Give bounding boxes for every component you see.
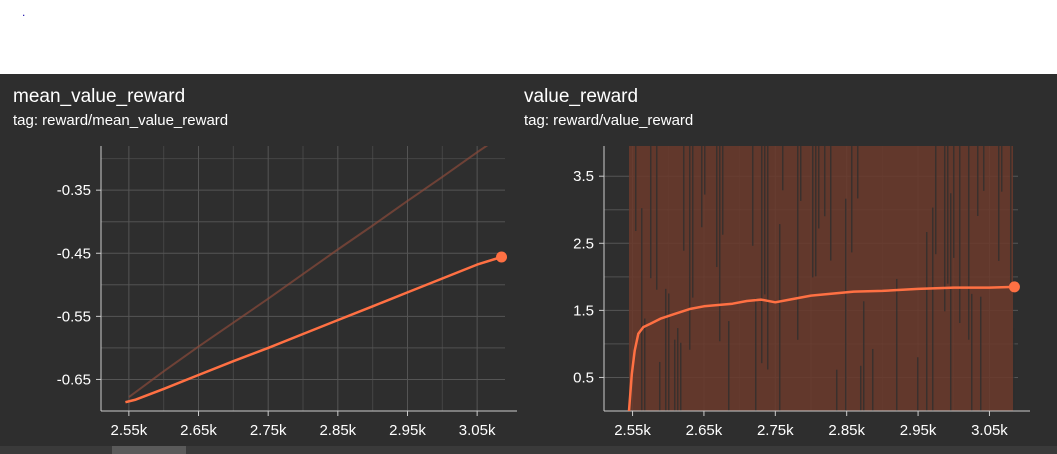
raw-band-gap	[781, 146, 784, 191]
raw-band-gap	[976, 146, 979, 217]
raw-band-gap	[862, 301, 865, 411]
x-tick-label: 2.75k	[757, 422, 794, 439]
top-link-mark[interactable]: .	[22, 5, 26, 19]
raw-band-gap	[814, 146, 817, 277]
raw-band-gap	[982, 146, 985, 191]
raw-values-band	[628, 146, 1015, 411]
raw-band-gap	[718, 146, 721, 342]
dashboard-panel: mean_value_reward tag: reward/mean_value…	[0, 74, 1057, 454]
raw-band-gap	[682, 146, 685, 251]
horizontal-scrollbar-track[interactable]	[0, 446, 1057, 454]
raw-band-gap	[895, 278, 898, 411]
raw-band-gap	[952, 146, 955, 258]
raw-band-gap	[829, 146, 832, 261]
x-tick-label: 2.95k	[900, 422, 937, 439]
mean-value-reward-plot[interactable]: -0.35 -0.45 -0.55 -0.65 2.55k 2.65k 2.75k 2.85k…	[0, 74, 520, 446]
y-tick-label: 3.5	[573, 168, 594, 185]
raw-band-gap	[859, 365, 862, 411]
raw-band-gap	[649, 146, 652, 279]
raw-band-gap	[970, 293, 973, 411]
raw-band-gap	[658, 361, 661, 411]
raw-band-gap	[673, 339, 676, 411]
x-tick-label: 2.65k	[686, 422, 723, 439]
y-tick-label: -0.65	[57, 371, 91, 388]
y-tick-label: -0.35	[57, 182, 91, 199]
chart-tag: tag: reward/mean_value_reward	[13, 112, 229, 129]
raw-band-gap	[997, 146, 1000, 261]
raw-band-gap	[925, 232, 928, 411]
raw-band-gap	[943, 146, 946, 312]
raw-band-gap	[760, 146, 763, 364]
raw-band-gap	[721, 146, 724, 235]
raw-band-gap	[679, 342, 682, 411]
y-tick-label: 1.5	[573, 302, 594, 319]
chart-title: value_reward	[524, 86, 639, 107]
raw-band-gap	[700, 146, 703, 228]
smoothed-series-line	[125, 255, 502, 404]
raw-band-gap	[850, 146, 853, 253]
x-tick-label: 2.55k	[111, 422, 148, 439]
raw-band-gap	[1000, 146, 1003, 192]
raw-band-gap	[715, 146, 718, 268]
raw-band-gap	[835, 369, 838, 411]
raw-band-gap	[823, 146, 826, 217]
raw-band-gap	[967, 146, 970, 340]
raw-band-gap	[811, 146, 814, 278]
raw-band-gap	[931, 207, 934, 411]
raw-band-gap	[916, 357, 919, 411]
raw-band-gap	[727, 321, 730, 411]
raw-band-gap	[763, 146, 766, 295]
last-value-marker	[496, 251, 508, 263]
x-tick-label: 2.55k	[614, 422, 651, 439]
chart-tag: tag: reward/value_reward	[524, 112, 694, 129]
raw-band-gap	[688, 146, 691, 350]
y-tick-label: 0.5	[573, 369, 594, 386]
y-tick-label: -0.45	[57, 245, 91, 262]
raw-band-gap	[934, 146, 937, 255]
raw-band-gap	[796, 146, 799, 340]
x-tick-label: 3.05k	[971, 422, 1008, 439]
raw-band-gap	[634, 146, 637, 232]
smoothed-series-line	[627, 285, 1015, 412]
y-tick-label: 2.5	[573, 235, 594, 252]
raw-band-gap	[844, 198, 847, 411]
raw-band-gap	[871, 348, 874, 411]
raw-band-gap	[1012, 328, 1015, 411]
raw-band-fill	[628, 146, 1014, 411]
raw-band-gap	[766, 146, 769, 370]
chart-card-value-reward: value_reward tag: reward/value_reward 3.…	[520, 74, 1057, 446]
raw-band-gap	[655, 146, 658, 290]
raw-band-gap	[817, 146, 820, 229]
raw-band-gap	[1009, 146, 1012, 286]
horizontal-scrollbar-thumb[interactable]	[112, 446, 186, 454]
x-tick-label: 2.65k	[180, 422, 217, 439]
raw-band-gap	[754, 298, 757, 411]
x-tick-label: 3.05k	[459, 422, 496, 439]
raw-band-gap	[643, 318, 646, 411]
raw-band-gap	[676, 328, 679, 411]
raw-band-gap	[979, 296, 982, 411]
raw-band-gap	[799, 146, 802, 201]
raw-band-gap	[664, 288, 667, 411]
chart-title: mean_value_reward	[13, 86, 186, 107]
raw-series-line	[128, 146, 489, 398]
raw-band-gap	[691, 146, 694, 298]
raw-band-gap	[856, 146, 859, 199]
chart-card-mean-value-reward: mean_value_reward tag: reward/mean_value…	[0, 74, 520, 446]
y-tick-label: -0.55	[57, 308, 91, 325]
x-tick-label: 2.85k	[319, 422, 356, 439]
raw-band-gap	[949, 193, 952, 411]
x-tick-label: 2.95k	[389, 422, 426, 439]
x-tick-label: 2.75k	[250, 422, 287, 439]
last-value-marker	[1008, 281, 1020, 293]
raw-band-gap	[946, 146, 949, 284]
x-tick-label: 2.85k	[828, 422, 865, 439]
value-reward-plot[interactable]: 3.5 2.5 1.5 0.5 2.55k 2.65k 2.75k 2.85k 2.95k 3.0…	[520, 74, 1057, 446]
raw-band-gap	[640, 208, 643, 411]
raw-band-gap	[958, 146, 961, 324]
raw-band-gap	[667, 293, 670, 411]
raw-band-gap	[703, 146, 706, 195]
raw-band-gap	[751, 146, 754, 246]
raw-band-gap	[778, 224, 781, 411]
